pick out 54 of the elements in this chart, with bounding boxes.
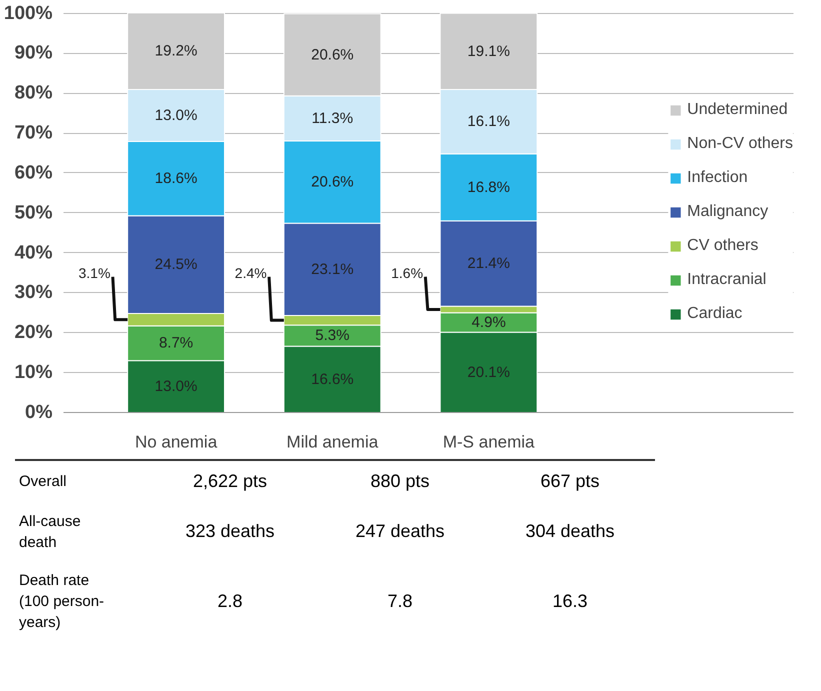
- data-label: 5.3%: [315, 327, 350, 344]
- data-label: 8.7%: [158, 334, 194, 352]
- x-tick-label: No anemia: [134, 432, 218, 452]
- y-tick-label: 60%: [14, 162, 53, 184]
- legend-label: Cardiac: [687, 305, 742, 323]
- y-tick-label: 30%: [14, 282, 53, 304]
- data-label: 16.6%: [311, 370, 354, 388]
- data-label: 24.5%: [154, 256, 198, 274]
- y-tick-label: 50%: [14, 202, 53, 224]
- legend-label: Malignancy: [687, 203, 768, 221]
- data-label: 13.0%: [154, 106, 198, 124]
- data-label: 19.2%: [154, 42, 198, 60]
- data-label: 16.8%: [467, 178, 510, 196]
- legend-label: CV others: [687, 237, 758, 255]
- data-label: 20.6%: [311, 174, 354, 191]
- y-tick-label: 20%: [14, 322, 53, 344]
- data-label: 18.6%: [154, 170, 198, 188]
- data-label: 16.1%: [467, 113, 510, 130]
- data-label: 21.4%: [467, 255, 510, 272]
- data-label: 13.0%: [154, 378, 198, 396]
- y-tick-label: 100%: [4, 2, 53, 24]
- legend-label: Infection: [687, 169, 748, 187]
- text: 667 pts: [539, 470, 601, 493]
- y-tick-label: 40%: [14, 242, 53, 264]
- text: 7.8: [386, 590, 414, 613]
- legend-label: Non-CV others: [687, 135, 793, 153]
- y-tick-label: 80%: [14, 82, 53, 104]
- text: 2,622 pts: [192, 470, 268, 493]
- text: 2.8: [216, 590, 244, 613]
- text: 247 deaths: [354, 520, 446, 544]
- y-tick-label: 70%: [14, 122, 53, 144]
- data-label: 2.4%: [234, 264, 267, 281]
- y-tick-label: 10%: [14, 362, 53, 384]
- data-label: 11.3%: [312, 110, 354, 127]
- text: 323 deaths: [184, 520, 276, 544]
- y-tick-label: 90%: [14, 42, 53, 64]
- data-label: 3.1%: [78, 264, 110, 281]
- text: Overall: [18, 472, 68, 492]
- legend-label: Undetermined: [687, 101, 788, 119]
- data-label: 20.6%: [311, 46, 354, 64]
- text: All-cause death: [18, 512, 82, 554]
- data-label: 23.1%: [311, 260, 354, 278]
- data-label: 1.6%: [391, 264, 424, 281]
- x-tick-label: Mild anemia: [286, 432, 379, 452]
- text: 304 deaths: [524, 520, 616, 544]
- data-label: 4.9%: [472, 314, 506, 331]
- x-tick-label: M-S anemia: [442, 432, 536, 452]
- data-label: 19.1%: [467, 42, 510, 60]
- text: Death rate (100 person- years): [18, 570, 106, 634]
- text: 880 pts: [369, 470, 431, 493]
- legend-label: Intracranial: [687, 271, 766, 289]
- y-tick-label: 0%: [25, 402, 53, 423]
- text: 16.3: [551, 590, 589, 613]
- data-label: 20.1%: [467, 364, 510, 381]
